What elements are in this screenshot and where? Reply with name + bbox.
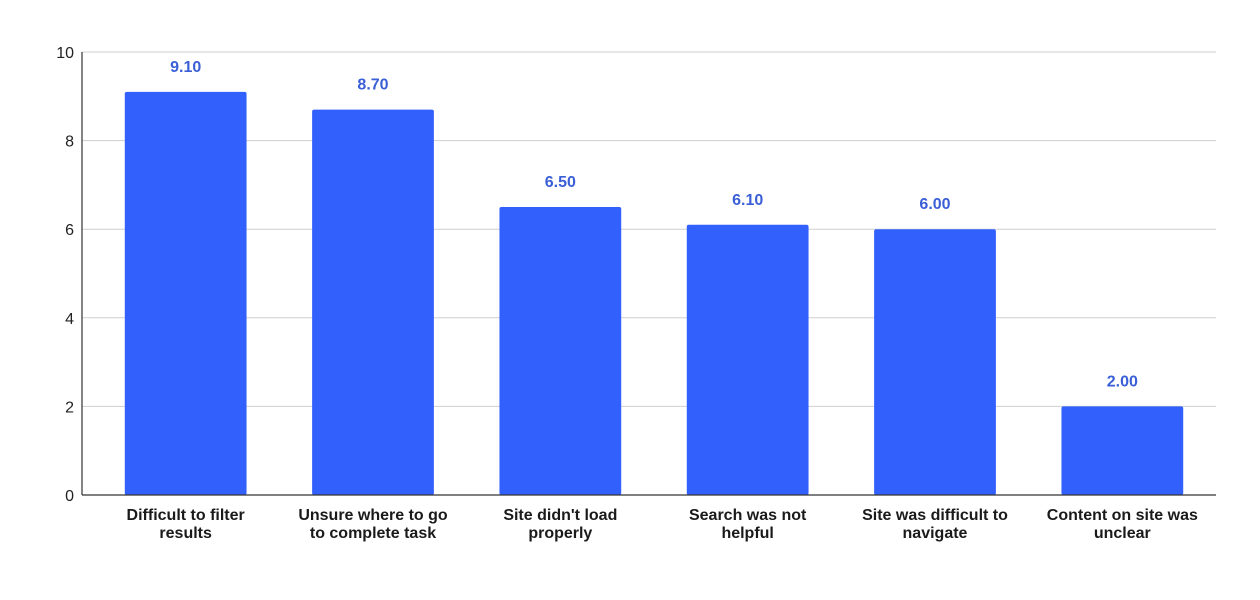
x-category-label: Site was difficult to navigate bbox=[862, 507, 1008, 542]
gridlines bbox=[82, 51, 1216, 407]
y-tick-label: 6 bbox=[65, 222, 74, 239]
bar bbox=[312, 109, 434, 495]
x-category-label: Search was not helpful bbox=[689, 507, 807, 542]
data-label: 6.50 bbox=[545, 174, 576, 191]
y-tick-label: 0 bbox=[65, 488, 74, 505]
y-tick-label: 8 bbox=[65, 134, 74, 151]
data-label: 6.10 bbox=[732, 192, 763, 209]
data-label: 6.00 bbox=[919, 196, 950, 213]
x-category-label: Difficult to filter results bbox=[127, 507, 245, 542]
data-label: 2.00 bbox=[1107, 373, 1138, 390]
x-category-label: Unsure where to go to complete task bbox=[298, 507, 448, 542]
bar bbox=[686, 224, 809, 495]
y-axis-ticks: 0 2 4 6 8 10 bbox=[56, 45, 74, 505]
y-tick-label: 2 bbox=[65, 399, 74, 416]
bar bbox=[874, 229, 996, 495]
bar bbox=[499, 207, 622, 496]
data-labels: 9.10 8.70 6.50 6.10 6.00 2.00 bbox=[170, 59, 1138, 391]
x-category-label: Site didn't load properly bbox=[503, 507, 617, 542]
bar bbox=[124, 91, 247, 496]
data-label: 9.10 bbox=[170, 59, 201, 76]
bar bbox=[1061, 406, 1184, 495]
y-tick-label: 10 bbox=[56, 45, 74, 62]
x-axis-categories: Difficult to filter results Unsure where t… bbox=[127, 507, 1198, 542]
bars bbox=[124, 91, 1184, 496]
y-tick-label: 4 bbox=[65, 311, 74, 328]
x-category-label: Content on site was unclear bbox=[1047, 507, 1198, 542]
data-label: 8.70 bbox=[357, 77, 388, 94]
